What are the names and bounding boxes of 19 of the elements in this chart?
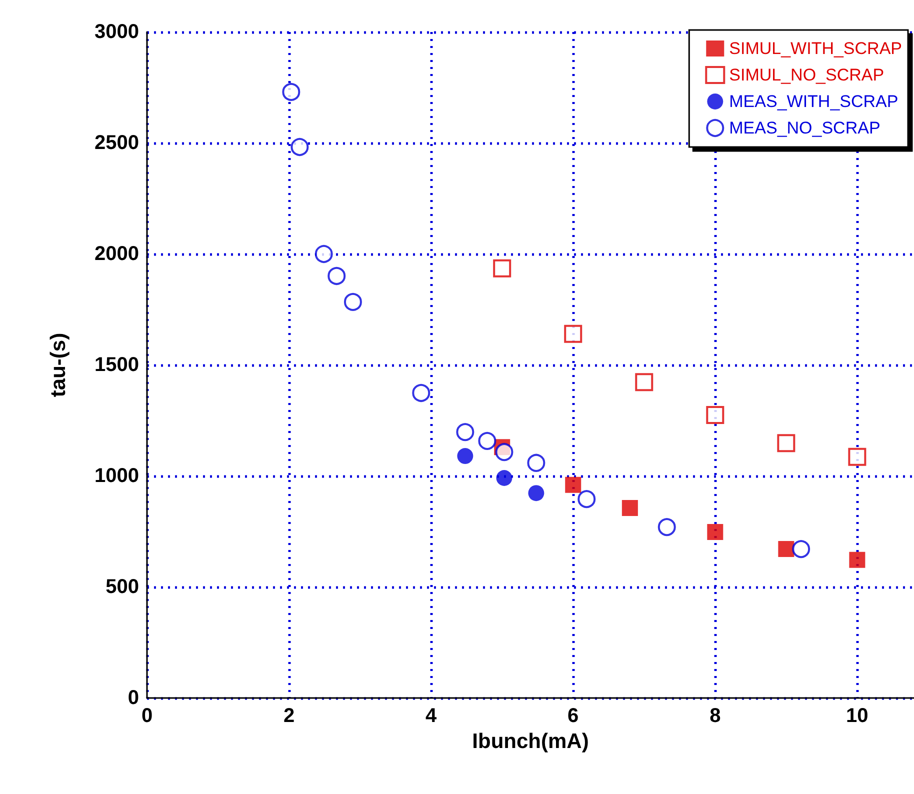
legend-label: MEAS_WITH_SCRAP bbox=[729, 92, 898, 111]
legend-label: SIMUL_NO_SCRAP bbox=[729, 66, 884, 84]
y-tick-label: 1000 bbox=[94, 465, 139, 487]
legend-label: MEAS_NO_SCRAP bbox=[729, 118, 880, 138]
x-tick-label: 10 bbox=[846, 705, 868, 727]
y-tick-label: 2500 bbox=[94, 132, 139, 154]
y-tick-label: 3000 bbox=[94, 21, 139, 43]
y-tick-label: 0 bbox=[128, 687, 139, 709]
y-tick-label: 500 bbox=[106, 576, 139, 598]
y-tick-label: 2000 bbox=[94, 243, 139, 265]
y-tick-label: 1500 bbox=[94, 354, 139, 376]
x-tick-label: 6 bbox=[568, 705, 579, 727]
y-axis-title: tau-(s) bbox=[47, 332, 70, 398]
legend-label: SIMUL_WITH_SCRAP bbox=[729, 39, 902, 58]
x-tick-label: 4 bbox=[426, 705, 438, 727]
x-tick-label: 2 bbox=[283, 705, 295, 727]
x-tick-label: 8 bbox=[710, 705, 721, 727]
x-tick-label: 0 bbox=[141, 705, 153, 727]
x-axis-title: Ibunch(mA) bbox=[472, 730, 589, 753]
